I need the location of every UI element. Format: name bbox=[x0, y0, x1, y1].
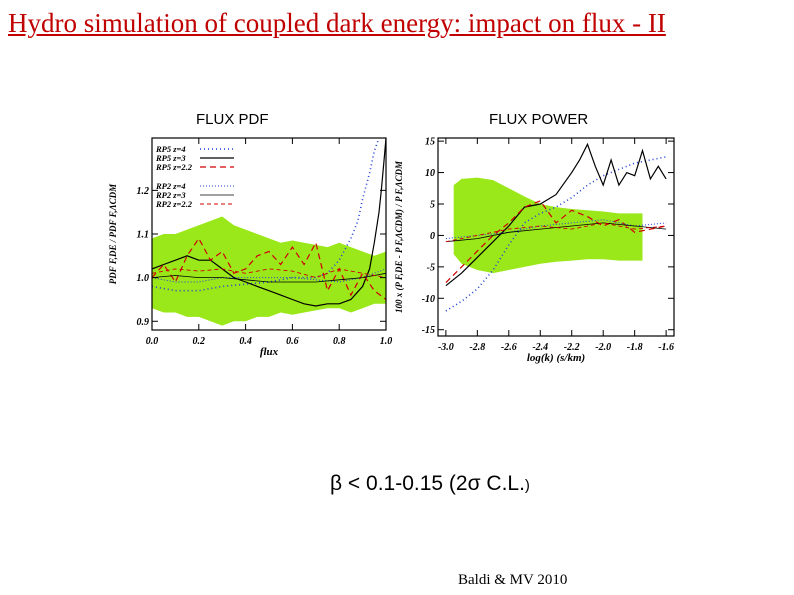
panel-label-flux-power: FLUX POWER bbox=[489, 111, 589, 128]
series-line-4 bbox=[152, 272, 386, 283]
y-axis-label: 100 x (P F,DE - P F,ΛCDM) / P F,ΛCDM bbox=[394, 160, 404, 313]
y-tick-label: -5 bbox=[427, 262, 435, 273]
x-tick-label: 0.2 bbox=[193, 336, 206, 347]
x-tick-label: -2.0 bbox=[595, 342, 611, 353]
series-line-1 bbox=[152, 138, 386, 307]
x-tick-label: 0.4 bbox=[239, 336, 252, 347]
error-band bbox=[152, 216, 386, 326]
y-tick-label: 1.1 bbox=[137, 230, 150, 241]
y-tick-label: 10 bbox=[425, 168, 435, 179]
legend-label: RP2 z=4 bbox=[155, 181, 186, 191]
series-line-3 bbox=[152, 268, 386, 283]
y-tick-label: 1.0 bbox=[137, 273, 150, 284]
error-band bbox=[453, 177, 643, 274]
legend-label: RP2 z=3 bbox=[155, 190, 186, 200]
plot-area bbox=[152, 138, 386, 326]
legend-label: RP5 z=4 bbox=[155, 144, 186, 154]
y-tick-label: -10 bbox=[422, 294, 435, 305]
x-tick-label: 1.0 bbox=[380, 336, 393, 347]
slide-title: Hydro simulation of coupled dark energy:… bbox=[8, 8, 666, 38]
x-tick-label: -1.6 bbox=[658, 342, 674, 353]
y-tick-label: 5 bbox=[430, 200, 435, 211]
x-tick-label: -2.4 bbox=[532, 342, 548, 353]
series-line-1 bbox=[445, 142, 667, 287]
x-tick-label: -2.2 bbox=[564, 342, 580, 353]
x-tick-label: 0.0 bbox=[146, 336, 159, 347]
series-line-5 bbox=[152, 268, 386, 279]
y-tick-label: 0.9 bbox=[137, 317, 150, 328]
series-line-2 bbox=[152, 237, 386, 300]
y-axis-label: PDF F,DE / PDF F,ΛCDM bbox=[108, 183, 118, 284]
credit: Baldi & MV 2010 bbox=[458, 572, 568, 588]
x-axis-label: flux bbox=[260, 346, 279, 358]
constraint-text: β < 0.1-0.15 (2σ C.L.) bbox=[330, 472, 530, 496]
x-tick-label: -1.8 bbox=[627, 342, 643, 353]
x-tick-label: 0.8 bbox=[333, 336, 346, 347]
series-line-4 bbox=[445, 222, 667, 243]
series-line-3 bbox=[445, 219, 667, 240]
x-tick-label: -3.0 bbox=[438, 342, 454, 353]
series-line-2 bbox=[445, 200, 667, 284]
legend-label: RP2 z=2.2 bbox=[155, 199, 193, 209]
x-axis-label: log(k) (s/km) bbox=[527, 352, 585, 364]
constraint-main: < 0.1-0.15 (2 bbox=[342, 472, 468, 495]
plot-area bbox=[445, 142, 667, 312]
panel-label-flux-pdf: FLUX PDF bbox=[196, 111, 269, 128]
legend-label: RP5 z=3 bbox=[155, 153, 186, 163]
beta-symbol: β bbox=[330, 472, 343, 495]
x-tick-label: -2.6 bbox=[501, 342, 517, 353]
y-tick-label: -15 bbox=[422, 325, 435, 336]
y-tick-label: 1.2 bbox=[137, 186, 150, 197]
flux-power-chart: -3.0 -2.8 -2.6 -2.4 -2.2 -2.0 -1.8 -1.6 -15 -10 -5… bbox=[394, 137, 675, 364]
y-tick-label: 15 bbox=[425, 137, 435, 148]
series-line-0 bbox=[445, 156, 667, 312]
x-tick-label: 0.6 bbox=[286, 336, 299, 347]
series-line-5 bbox=[445, 222, 667, 243]
sigma-symbol: σ bbox=[467, 472, 481, 495]
constraint-cl: C.L. bbox=[480, 472, 525, 495]
constraint-close: ) bbox=[524, 477, 530, 494]
flux-pdf-chart: 0.0 0.2 0.4 0.6 0.8 1.0 0.9 1.0 1.1 1.2 flux PDF F,… bbox=[108, 137, 393, 358]
figure: 0.0 0.2 0.4 0.6 0.8 1.0 0.9 1.0 1.1 1.2 flux PDF F,… bbox=[108, 137, 675, 364]
x-tick-label: -2.8 bbox=[469, 342, 485, 353]
y-tick-label: 0 bbox=[430, 231, 435, 242]
axes-frame bbox=[437, 137, 675, 337]
legend-label: RP5 z=2.2 bbox=[155, 162, 193, 172]
